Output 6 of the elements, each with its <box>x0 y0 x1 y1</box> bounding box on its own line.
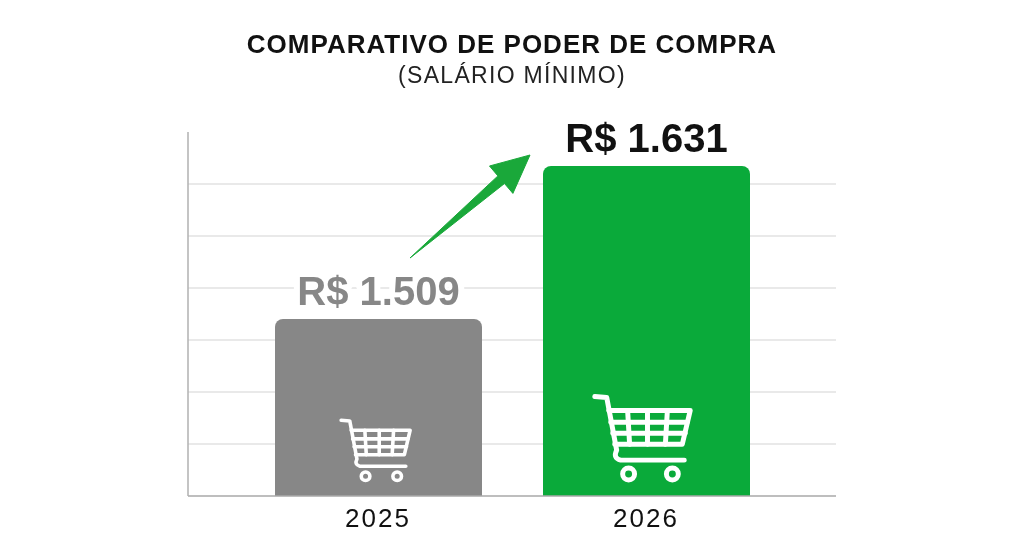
data-label: R$ 1.631 <box>565 115 728 160</box>
chart-title: COMPARATIVO DE PODER DE COMPRA <box>245 29 779 59</box>
chart-subtitle: (SALÁRIO MÍNIMO) <box>397 61 627 89</box>
data-label: R$ 1.509 <box>297 269 460 314</box>
x-tick-label: 2025 <box>345 503 411 534</box>
x-tick-label: 2026 <box>613 503 679 534</box>
